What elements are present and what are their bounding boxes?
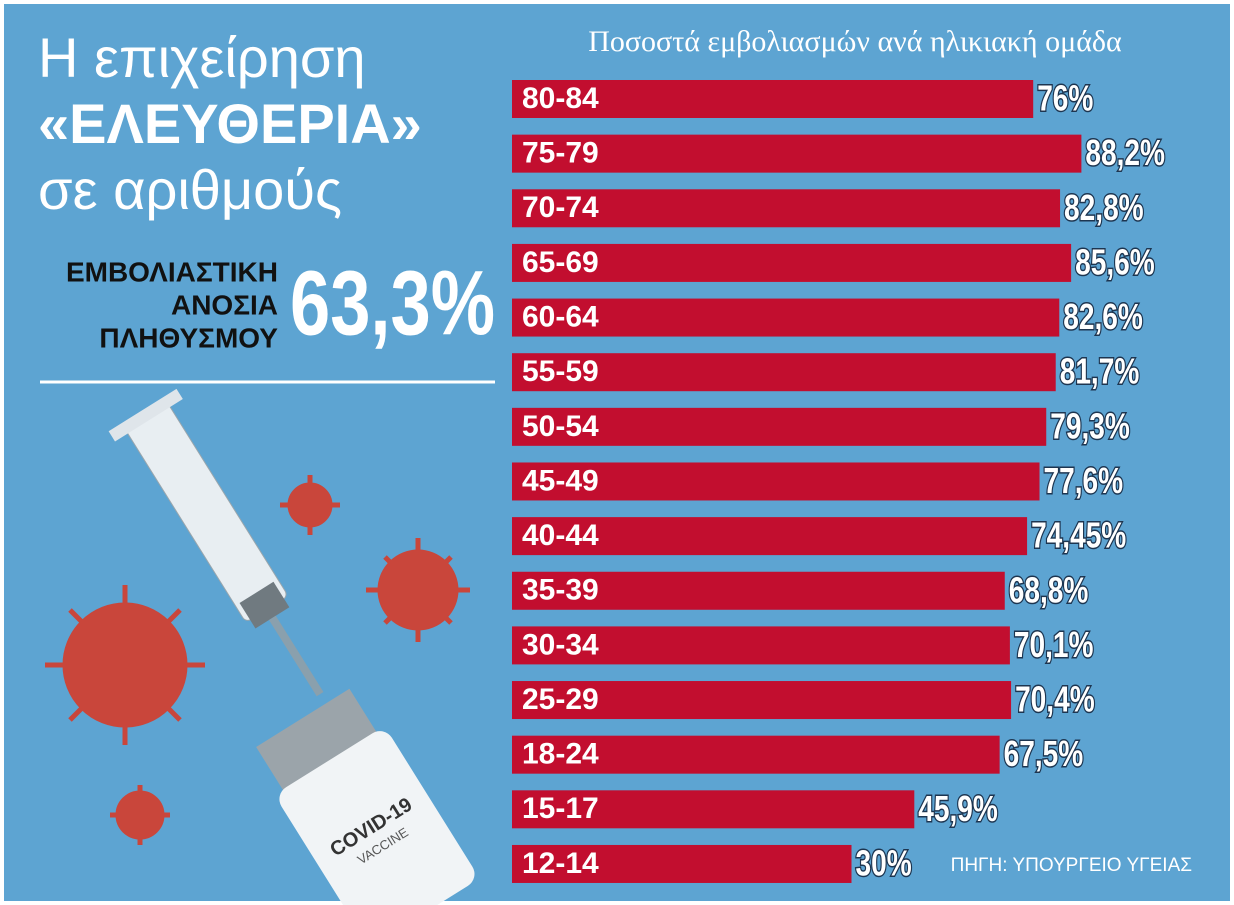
value-label: 45,9% <box>918 788 998 828</box>
bar <box>512 790 915 829</box>
bar <box>512 735 1000 774</box>
bar <box>512 353 1056 392</box>
header-title: σε αριθμούς <box>38 158 342 221</box>
value-label: 70,4% <box>1015 679 1095 719</box>
bar <box>512 298 1060 337</box>
value-label: 88,2% <box>1085 133 1165 173</box>
stat-label: ΑΝΟΣΙΑ <box>171 289 278 320</box>
value-label: 74,45% <box>1031 515 1126 555</box>
category-label: 70-74 <box>522 191 599 224</box>
source: ΠΗΓΗ: ΥΠΟΥΡΓΕΙΟ ΥΓΕΙΑΣ <box>951 855 1192 876</box>
bar <box>512 134 1082 173</box>
value-label: 70,1% <box>1014 625 1094 665</box>
category-label: 45-49 <box>522 464 599 497</box>
value-label: 85,6% <box>1075 242 1155 282</box>
category-label: 40-44 <box>522 519 599 552</box>
value-label: 82,6% <box>1063 297 1143 337</box>
category-label: 65-69 <box>522 246 599 279</box>
value-label: 30% <box>855 843 911 883</box>
illustration: COVID-19 VACCINE <box>45 388 475 905</box>
stat-label: ΠΛΗΘΥΣΜΟΥ <box>99 322 278 353</box>
stat-label: ΕΜΒΟΛΙΑΣΤΙΚΗ <box>66 256 278 287</box>
category-label: 50-54 <box>522 410 599 443</box>
bar <box>512 844 852 883</box>
stat-value: 63,3% <box>290 252 495 354</box>
category-label: 30-34 <box>522 628 599 661</box>
category-label: 25-29 <box>522 683 599 716</box>
category-label: 55-59 <box>522 355 599 388</box>
bar <box>512 571 1005 610</box>
category-label: 15-17 <box>522 792 599 825</box>
bar <box>512 80 1034 118</box>
bar <box>512 407 1047 446</box>
bar <box>512 517 1028 556</box>
value-label: 79,3% <box>1050 406 1130 446</box>
bar <box>512 462 1040 501</box>
header-title: «ΕΛΕΥΘΕΡΙΑ» <box>38 92 422 155</box>
value-label: 76% <box>1037 78 1093 118</box>
value-label: 77,6% <box>1044 461 1124 501</box>
bar <box>512 626 1010 665</box>
category-label: 12-14 <box>522 847 599 880</box>
category-label: 18-24 <box>522 738 599 771</box>
bar <box>512 189 1061 228</box>
header-title: Η επιχείρηση <box>38 26 366 89</box>
value-label: 67,5% <box>1004 734 1084 774</box>
category-label: 80-84 <box>522 82 599 115</box>
value-label: 81,7% <box>1060 351 1140 391</box>
category-label: 60-64 <box>522 300 599 333</box>
category-label: 75-79 <box>522 137 599 170</box>
chart-title: Ποσοστά εμβολιασμών ανά ηλικιακή ομάδα <box>588 25 1122 58</box>
bar <box>512 681 1012 720</box>
value-label: 82,8% <box>1064 187 1144 227</box>
bar <box>512 243 1072 282</box>
category-label: 35-39 <box>522 574 599 607</box>
value-label: 68,8% <box>1009 570 1089 610</box>
